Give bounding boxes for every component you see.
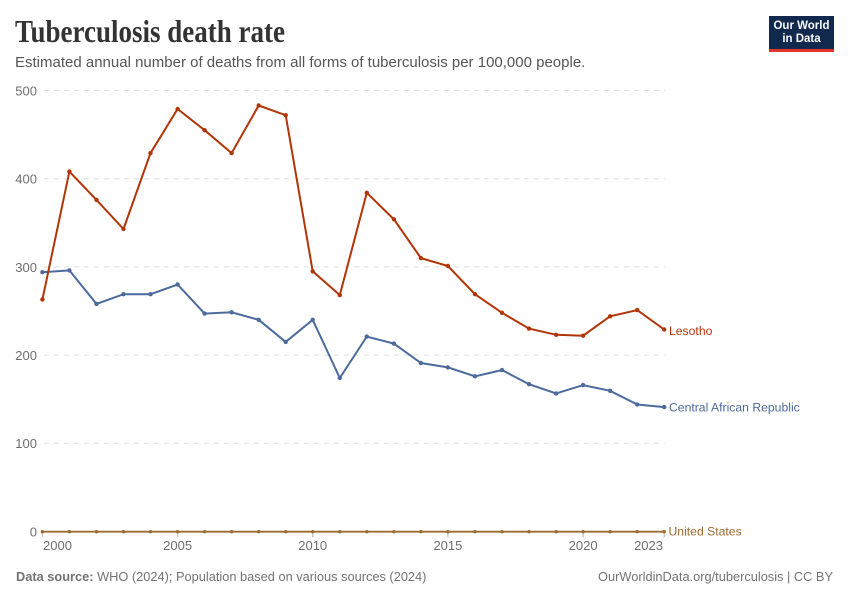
svg-text:Lesotho: Lesotho: [669, 324, 713, 338]
svg-text:0: 0: [30, 524, 37, 539]
svg-text:2005: 2005: [163, 538, 192, 553]
svg-text:2020: 2020: [569, 538, 598, 553]
svg-text:500: 500: [15, 83, 37, 98]
svg-text:2000: 2000: [43, 538, 72, 553]
svg-text:United States: United States: [669, 524, 742, 538]
svg-text:Central African Republic: Central African Republic: [669, 401, 800, 415]
svg-text:100: 100: [15, 436, 37, 451]
svg-text:400: 400: [15, 172, 37, 187]
svg-text:300: 300: [15, 260, 37, 275]
svg-text:2010: 2010: [298, 538, 327, 553]
svg-text:2023: 2023: [634, 538, 663, 553]
svg-text:200: 200: [15, 348, 37, 363]
svg-text:2015: 2015: [433, 538, 462, 553]
